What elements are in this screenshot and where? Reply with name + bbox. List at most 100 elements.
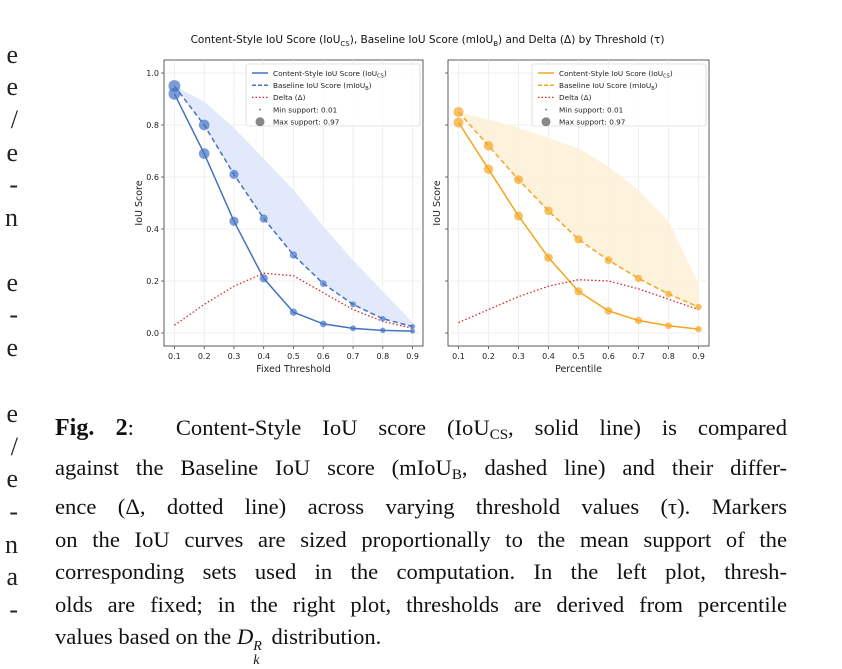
legend-label: Min support: 0.01 <box>273 105 337 114</box>
content-style-marker <box>259 274 268 283</box>
x-tick-label: 0.6 <box>317 352 330 361</box>
gutter-fragment: e <box>6 333 18 362</box>
caption-line-1: Fig. 2: Content-Style IoU score (IoUCS, … <box>55 415 788 443</box>
content-style-marker <box>483 164 494 174</box>
legend-label: Baseline IoU Score (mIoUB) <box>273 81 372 92</box>
x-tick-label: 0.8 <box>662 352 675 361</box>
figure-title: Content-Style IoU Score (IoUCS), Baselin… <box>190 34 665 49</box>
gutter-fragment: n <box>5 203 18 232</box>
content-style-marker <box>695 325 702 333</box>
gutter-fragment: a <box>6 562 18 591</box>
content-style-marker <box>665 322 672 330</box>
baseline-marker <box>453 106 464 118</box>
x-tick-label: 0.3 <box>512 352 525 361</box>
x-tick-label: 0.7 <box>347 352 360 361</box>
gutter-fragment: n <box>5 530 18 559</box>
baseline-marker <box>380 315 386 322</box>
legend-min-marker <box>259 108 261 111</box>
gutter-fragment: e <box>6 268 18 297</box>
content-style-marker <box>453 117 464 128</box>
gutter-fragment: - <box>9 170 18 199</box>
caption-line-5: corresponding sets used in the computati… <box>55 559 787 584</box>
support-band <box>458 112 699 307</box>
legend-max-marker <box>255 117 265 127</box>
content-style-marker <box>289 308 298 316</box>
x-tick-label: 0.9 <box>406 352 419 361</box>
baseline-marker <box>198 119 210 131</box>
caption-line-2: against the Baseline IoU score (mIoUB, d… <box>55 454 787 483</box>
content-style-marker <box>604 307 613 315</box>
x-tick-label: 0.1 <box>168 352 181 361</box>
caption-line-6: olds are fixed; in the right plot, thres… <box>55 591 787 617</box>
gutter-fragment: - <box>9 497 18 526</box>
legend-label: Content-Style IoU Score (IoUCS) <box>273 69 387 80</box>
gutter-fragment: e <box>6 138 18 167</box>
y-tick-label: 1.0 <box>146 69 159 78</box>
baseline-marker <box>665 290 672 298</box>
baseline-marker <box>410 323 416 330</box>
right-plot: 0.1 0.2 0.3 0.4 0.5 0.6 0.7 0.8 0.9 Percentile IoU… <box>432 59 710 375</box>
x-tick-label: 0.5 <box>572 352 585 361</box>
baseline-marker <box>604 256 613 265</box>
legend-label: Delta (Δ) <box>273 93 306 102</box>
x-tick-label: 0.8 <box>376 352 389 361</box>
gutter-fragment: - <box>9 595 18 624</box>
baseline-marker <box>544 206 553 216</box>
baseline-marker <box>513 175 524 185</box>
x-axis-label: Percentile <box>555 364 602 375</box>
gutter-fragment: / <box>10 105 18 134</box>
content-style-marker <box>380 327 386 334</box>
gutter-fragment: e <box>6 464 18 493</box>
legend-label: Min support: 0.01 <box>559 105 623 114</box>
y-tick-label: 0.6 <box>146 173 159 182</box>
x-tick-label: 0.7 <box>632 352 645 361</box>
baseline-marker <box>695 303 702 311</box>
y-tick-label: 0.0 <box>146 329 159 338</box>
x-axis-label: Fixed Threshold <box>256 364 330 375</box>
gutter-fragment: e <box>6 72 18 101</box>
baseline-marker <box>168 80 181 92</box>
baseline-marker <box>634 274 643 283</box>
legend-label: Content-Style IoU Score (IoUCS) <box>559 69 673 80</box>
figure-caption: Fig. 2: Content-Style IoU score (IoUCS, … <box>55 412 787 668</box>
content-style-marker <box>319 320 327 328</box>
x-tick-label: 0.3 <box>228 352 241 361</box>
x-tick-label: 0.9 <box>692 352 705 361</box>
baseline-marker <box>319 280 327 287</box>
legend-box <box>531 63 707 127</box>
left-column-fragments: e e / e - n e - e e / e - n a - <box>0 0 20 669</box>
baseline-marker <box>483 141 494 151</box>
content-style-marker <box>410 328 416 334</box>
x-tick-label: 0.2 <box>482 352 495 361</box>
caption-line-3: ence (Δ, dotted line) across varying thr… <box>55 494 787 519</box>
legend-label: Delta (Δ) <box>559 93 592 102</box>
content-style-marker <box>544 253 553 262</box>
legend-label: Max support: 0.97 <box>273 118 340 127</box>
content-style-marker <box>634 316 643 325</box>
baseline-marker <box>289 251 298 259</box>
legend-box <box>245 63 421 127</box>
y-axis-label: IoU Score <box>432 180 443 225</box>
content-style-marker <box>198 148 210 159</box>
y-tick-label: 0.8 <box>146 121 159 130</box>
y-axis-label: IoU Score <box>134 180 145 225</box>
baseline-marker <box>574 235 583 244</box>
legend-label: Baseline IoU Score (mIoUB) <box>559 81 658 92</box>
gutter-fragment: - <box>9 300 18 329</box>
caption-line-4: on the IoU curves are sized proportional… <box>55 526 787 552</box>
content-style-marker <box>350 325 357 332</box>
delta-line <box>174 272 413 329</box>
baseline-iou-line <box>173 85 413 328</box>
gutter-fragment: e <box>6 40 18 69</box>
legend-max-marker <box>541 117 551 127</box>
baseline-marker <box>259 214 268 223</box>
x-tick-label: 0.5 <box>287 352 300 361</box>
y-tick-label: 0.4 <box>146 225 159 234</box>
legend-min-marker <box>545 108 547 111</box>
baseline-marker <box>229 169 239 180</box>
caption-label: Fig. 2 <box>55 415 128 441</box>
legend-label: Max support: 0.97 <box>559 118 626 127</box>
left-plot: 0.1 0.2 0.3 0.4 0.5 0.6 0.7 0.8 0.9 0.0 0.2 0.4 0.6 0… <box>134 59 424 375</box>
content-style-marker <box>229 216 239 226</box>
